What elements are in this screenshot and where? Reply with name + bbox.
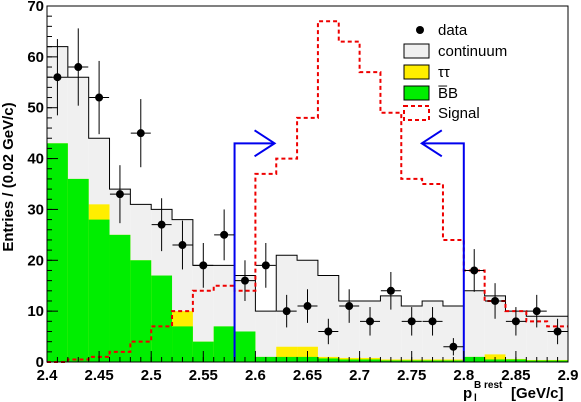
data-point xyxy=(422,307,443,336)
data-point xyxy=(380,271,401,310)
continuum-bin xyxy=(255,311,277,362)
bb-bin xyxy=(172,326,193,362)
x-axis-ticks: 2.4 2.45 2.5 2.55 2.6 2.65 2.7 2.75 2.8 2.85 2.9 xyxy=(37,351,579,384)
legend: data continuum ττ B̅B Signal xyxy=(403,22,507,122)
continuum-bin xyxy=(526,316,548,362)
legend-point-icon xyxy=(416,26,424,34)
data-point xyxy=(234,260,255,301)
legend-entry: Signal xyxy=(403,105,480,122)
continuum-outline xyxy=(46,46,568,362)
x-tick-label: 2.5 xyxy=(141,367,162,384)
bb-bin xyxy=(47,143,68,362)
legend-swatch xyxy=(403,64,430,80)
y-tick-label: 60 xyxy=(27,49,44,66)
data-point xyxy=(151,198,172,252)
window-low-edge xyxy=(233,142,275,362)
continuum-bin xyxy=(505,311,527,362)
y-tick-label: 30 xyxy=(27,201,44,218)
data-point xyxy=(443,338,464,356)
data-point xyxy=(130,99,151,168)
legend-label: Signal xyxy=(438,105,480,122)
continuum-bin xyxy=(484,295,506,362)
legend-label: ττ xyxy=(438,64,450,81)
data-point xyxy=(505,307,526,336)
legend-label: data xyxy=(438,22,468,39)
y-tick-label: 50 xyxy=(27,100,44,117)
data-point xyxy=(193,242,214,288)
x-tick-label: 2.6 xyxy=(245,367,266,384)
x-tick-label: 2.65 xyxy=(293,367,322,384)
data-point xyxy=(172,220,193,270)
data-point xyxy=(464,249,485,292)
continuum-bin xyxy=(442,306,464,362)
data-points xyxy=(47,28,568,356)
y-tick-label: 10 xyxy=(27,303,44,320)
x-tick-label: 2.85 xyxy=(501,367,530,384)
y-axis-title-group: Entries / (0.02 GeV/c) xyxy=(0,102,17,251)
x-tick-label: 2.55 xyxy=(189,367,218,384)
legend-label: continuum xyxy=(438,43,507,60)
bb-bin xyxy=(130,260,152,362)
y-tick-label: 40 xyxy=(27,151,44,168)
y-axis-title: Entries / (0.02 GeV/c) xyxy=(0,102,17,251)
x-tick-label: 2.4 xyxy=(37,367,59,384)
bb-bin xyxy=(234,331,256,362)
continuum-bin xyxy=(463,290,485,362)
selection-window xyxy=(233,129,465,362)
x-axis-title-unit: [GeV/c] xyxy=(511,385,564,402)
legend-entry: continuum xyxy=(403,43,507,60)
data-point xyxy=(526,294,547,328)
x-axis-title-superscript: B rest xyxy=(474,380,503,391)
x-tick-label: 2.8 xyxy=(453,367,474,384)
continuum-bin xyxy=(338,300,360,362)
data-point xyxy=(339,289,360,323)
data-point xyxy=(214,209,235,261)
data-point xyxy=(401,307,422,336)
x-axis-title-subscript: l xyxy=(474,393,477,402)
x-axis-title-group: p l B rest [GeV/c] xyxy=(463,380,564,402)
signal-layer xyxy=(47,20,568,363)
data-point xyxy=(318,318,339,345)
continuum-bin xyxy=(380,295,402,362)
data-point xyxy=(297,289,318,323)
legend-dashed-swatch xyxy=(403,105,430,121)
bb-bin xyxy=(109,234,131,362)
stacked-fills xyxy=(46,46,568,362)
window-low-arrow xyxy=(254,129,277,158)
data-point xyxy=(68,28,89,106)
data-point xyxy=(547,318,568,345)
y-tick-label: 20 xyxy=(27,252,44,269)
y-axis-ticks: 0 10 20 30 40 50 60 70 xyxy=(27,0,58,371)
legend-label: B̅B xyxy=(438,85,458,102)
y-tick-label: 0 xyxy=(36,354,44,371)
x-tick-label: 2.45 xyxy=(84,367,113,384)
bb-bin xyxy=(151,275,173,362)
bb-bin xyxy=(67,178,89,362)
legend-entry: data xyxy=(416,22,468,39)
legend-entry: B̅B xyxy=(403,85,458,102)
window-high-edge xyxy=(421,142,465,362)
x-tick-label: 2.7 xyxy=(349,367,370,384)
legend-swatch xyxy=(403,85,430,101)
legend-entry: ττ xyxy=(403,64,450,81)
signal-line xyxy=(47,20,568,363)
data-point xyxy=(255,242,276,288)
y-tick-label: 70 xyxy=(27,0,44,15)
data-point xyxy=(89,60,110,135)
data-point xyxy=(360,307,381,336)
x-tick-label: 2.9 xyxy=(558,367,579,384)
data-point xyxy=(485,283,506,319)
bb-bin xyxy=(88,219,110,362)
data-point xyxy=(276,294,297,328)
x-tick-label: 2.75 xyxy=(397,367,426,384)
x-axis-title-main: p xyxy=(463,385,472,402)
continuum-bin xyxy=(192,265,214,362)
data-point xyxy=(109,165,130,224)
legend-swatch xyxy=(403,43,430,59)
window-high-arrow xyxy=(419,129,443,158)
bb-bin xyxy=(213,326,235,362)
